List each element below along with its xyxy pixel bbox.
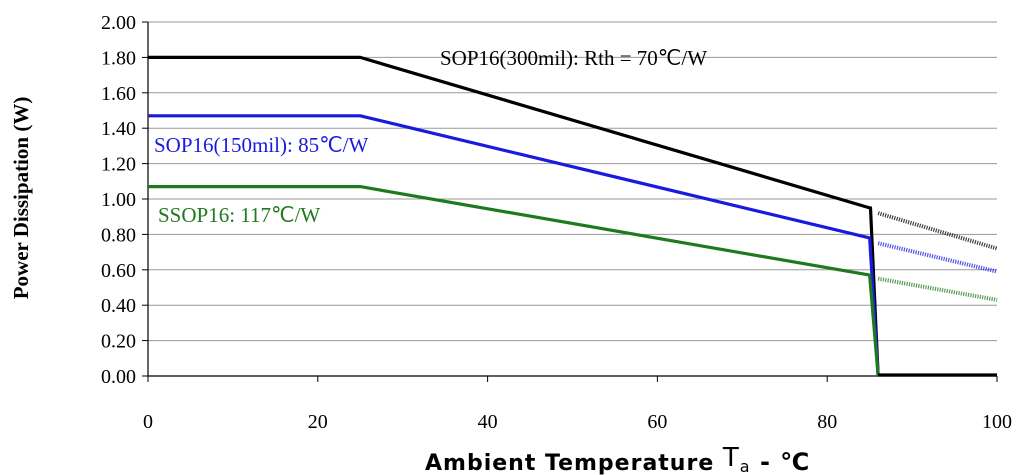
x-tick-label-1: 20 <box>308 411 328 433</box>
x-axis-label-tail: - ℃ <box>751 448 811 475</box>
x-tick-label-3: 60 <box>647 411 667 433</box>
x-tick-labels: 0 20 40 60 80 100 <box>143 411 1012 433</box>
series-extrapolation-0 <box>877 211 998 251</box>
y-tick-label-0: 0.00 <box>101 366 136 388</box>
x-axis-label: Ambient Temperature Ta - ℃ <box>425 443 810 475</box>
x-tick-label-0: 0 <box>143 411 153 433</box>
series-label-sop16-150mil: SOP16(150mil): 85℃/W <box>154 133 369 157</box>
x-axis-label-subscript: a <box>740 457 751 475</box>
x-axis-label-main: Ambient Temperature <box>425 451 723 475</box>
gridlines <box>148 21 997 342</box>
x-tick-label-2: 40 <box>478 411 498 433</box>
series-line-0 <box>148 55 880 377</box>
y-tick-labels: 0.00 0.20 0.40 0.60 0.80 1.00 1.20 1.40 1.60 1.80… <box>101 12 136 388</box>
y-tick-label-1: 0.20 <box>101 331 136 353</box>
series-label-ssop16: SSOP16: 117℃/W <box>158 203 320 227</box>
y-tick-label-6: 1.20 <box>101 154 136 176</box>
y-tick-label-2: 0.40 <box>101 295 136 317</box>
series-label-sop16-300mil: SOP16(300mil): Rth = 70℃/W <box>440 46 707 70</box>
x-tick-label-4: 80 <box>817 411 837 433</box>
series-extrapolation-2 <box>877 276 998 302</box>
y-tick-label-7: 1.40 <box>101 118 136 140</box>
axes <box>142 21 998 382</box>
y-axis-label: Power Dissipation (W) <box>9 97 33 300</box>
x-tick-label-5: 100 <box>982 411 1012 433</box>
series-lines <box>148 55 998 377</box>
y-tick-label-8: 1.60 <box>101 83 136 105</box>
y-tick-label-4: 0.80 <box>101 224 136 246</box>
series-extrapolation-1 <box>877 241 998 274</box>
y-tick-label-5: 1.00 <box>101 189 136 211</box>
y-tick-label-3: 0.60 <box>101 260 136 282</box>
y-tick-label-9: 1.80 <box>101 47 136 69</box>
series-line-2 <box>148 185 880 377</box>
y-tick-label-10: 2.00 <box>101 12 136 34</box>
x-axis-label-symbol: T <box>722 443 740 473</box>
